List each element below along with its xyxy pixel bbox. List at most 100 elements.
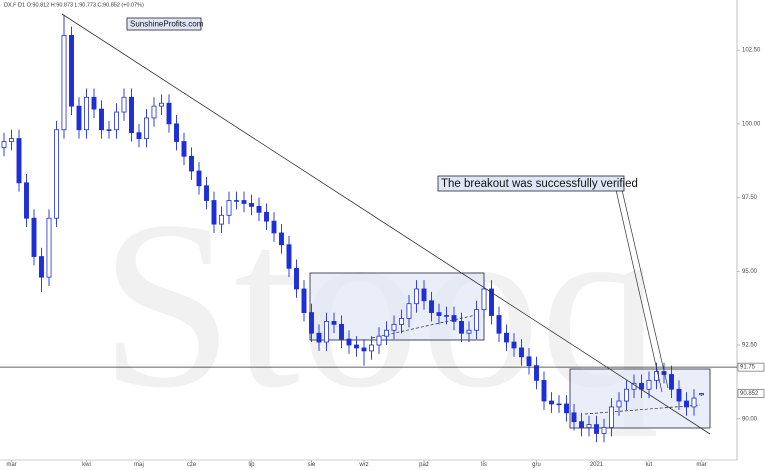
candle-body <box>144 117 149 139</box>
header: DX.F D1 O:90.812 H:90.873 L:90.773 C:90.… <box>4 2 144 8</box>
candle-body <box>624 388 629 402</box>
candle-body <box>459 321 464 334</box>
candle-body <box>16 138 22 184</box>
candle-body <box>136 132 142 139</box>
candle-body <box>421 288 427 302</box>
x-tick-label: lut <box>646 462 653 468</box>
candle-body <box>511 341 517 349</box>
candle-body <box>444 315 449 317</box>
candle-body <box>391 323 397 331</box>
candle-body <box>669 374 674 390</box>
candle-body <box>436 312 442 316</box>
candle-body <box>564 403 569 414</box>
candle-body <box>279 232 284 246</box>
candle-body <box>609 406 614 428</box>
candle-body <box>204 185 209 201</box>
candle-body <box>234 200 239 202</box>
candle-body <box>106 129 112 131</box>
level-label-box <box>737 362 765 372</box>
candle-body <box>414 288 419 305</box>
candle-body <box>331 321 337 325</box>
candle-body <box>31 217 37 257</box>
candle-body <box>99 108 104 131</box>
candle-body <box>46 217 52 278</box>
candle-body <box>354 344 359 349</box>
candle-body <box>676 388 682 402</box>
candle-body <box>376 335 382 346</box>
x-tick-label: mar <box>696 462 706 468</box>
candle-body <box>646 379 652 390</box>
trend-line <box>61 13 711 435</box>
candle-body <box>324 321 329 343</box>
candle-body <box>399 318 404 325</box>
candle-body <box>586 424 592 428</box>
candle-body <box>526 356 532 367</box>
y-tick-label: 100.00 <box>742 121 761 127</box>
consolidation-box <box>569 368 711 429</box>
candle-body <box>616 400 622 408</box>
candle-body <box>519 347 524 358</box>
callout-line <box>615 189 663 393</box>
x-tick-label: maj <box>134 462 144 468</box>
candle-body <box>54 129 59 219</box>
candle-body <box>504 332 509 343</box>
x-tick-label: mar <box>6 462 16 468</box>
candle-body <box>316 332 322 343</box>
candle-body <box>571 412 577 423</box>
level-label: 91.75 <box>740 365 756 371</box>
candle-body <box>114 111 119 131</box>
candle-body <box>241 200 247 204</box>
candle-body <box>406 303 412 319</box>
candle-body <box>24 182 29 219</box>
candle-body <box>174 123 179 142</box>
candle-body <box>534 365 539 381</box>
candle-body <box>339 323 344 340</box>
candle-body <box>219 214 224 225</box>
x-tick-label: kwi <box>82 462 91 468</box>
candle-body <box>84 96 89 131</box>
candle-body <box>264 211 269 222</box>
y-tick-label: 92.50 <box>742 343 758 349</box>
candle-body <box>249 203 254 207</box>
candle-body <box>1 141 7 148</box>
candle-body <box>489 288 494 316</box>
candle-body <box>451 315 457 322</box>
candle-body <box>384 329 389 337</box>
candle-body <box>256 206 262 213</box>
candle-body <box>496 315 502 334</box>
candle-body <box>286 244 292 269</box>
candle-body <box>474 309 479 331</box>
x-tick-label: cze <box>187 462 197 468</box>
x-tick-label: 2021 <box>590 462 604 468</box>
candle-body <box>301 288 307 313</box>
annotation-box <box>437 175 625 192</box>
source-label: SunshineProfits.com <box>130 20 204 29</box>
candle-body <box>684 400 689 408</box>
candle-body <box>129 96 134 134</box>
candle-body <box>189 155 194 172</box>
y-tick-label: 90.00 <box>742 416 758 422</box>
candle-body <box>271 220 277 234</box>
candle-body <box>309 312 314 334</box>
candle-body <box>361 347 367 352</box>
candle-body <box>369 344 374 352</box>
candles <box>1 14 704 443</box>
candle-body <box>691 397 697 408</box>
candle-body <box>196 170 202 187</box>
candle-body <box>429 300 434 313</box>
support-line <box>371 314 477 339</box>
candle-body <box>556 403 562 406</box>
candle-body <box>466 329 472 334</box>
candle-body <box>294 267 299 290</box>
candle-body <box>76 105 82 131</box>
candle-body <box>9 138 14 142</box>
candle-body <box>346 338 352 346</box>
candle-body <box>481 288 487 311</box>
candle-body <box>699 393 704 396</box>
candle-body <box>61 34 67 131</box>
candle-body <box>159 102 164 107</box>
x-tick-label: gru <box>532 462 541 468</box>
x-tick-label: lis <box>481 462 487 468</box>
